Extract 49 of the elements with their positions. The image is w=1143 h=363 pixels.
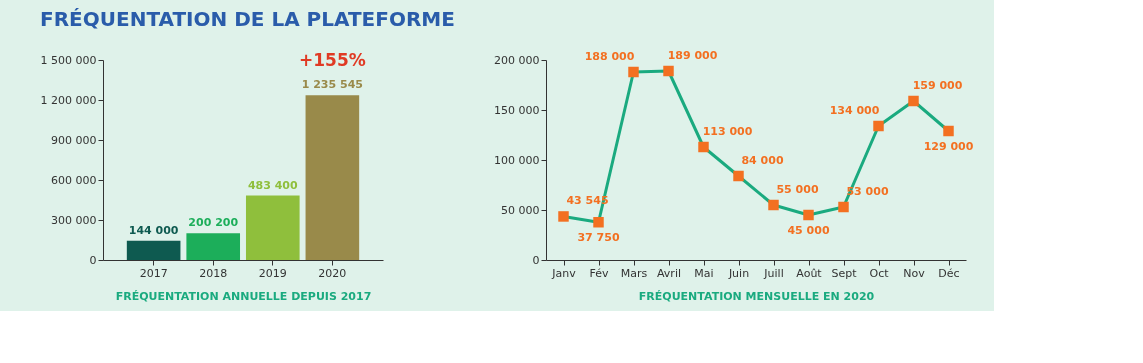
data-label: 188 000 [584,50,635,63]
bar [305,95,360,260]
data-label: 144 000 [128,223,179,237]
x-tick-label: 2017 [139,266,168,280]
y-tick-label: 150 000 [494,103,540,117]
y-tick-label: 0 [532,253,540,267]
y-tick-label: 900 000 [51,133,97,147]
x-tick-label: Sept [831,266,858,280]
bar [186,233,241,260]
data-label: 129 000 [923,140,974,153]
x-tick-label: Avril [656,266,682,280]
data-label: 483 400 [247,178,298,192]
data-label: 45 000 [787,224,830,237]
data-label: 55 000 [776,183,819,196]
data-label: 37 750 [577,231,620,245]
y-tick-label: 0 [89,253,97,267]
y-tick-label: 300 000 [51,213,97,227]
data-label: 84 000 [741,154,784,167]
x-tick-label: 2020 [318,266,347,280]
data-label: 113 000 [702,125,753,138]
y-tick-label: 1 200 000 [40,93,97,107]
data-label: 159 000 [912,79,963,92]
annotation: +155% [298,50,366,71]
x-tick-label: Mars [620,266,648,280]
x-tick-label: 2018 [199,266,228,280]
bar [126,240,181,260]
x-tick-label: 2019 [258,266,287,280]
chart-title: FRÉQUENTATION DE LA PLATEFORME [40,7,455,31]
data-label: 134 000 [829,104,880,117]
x-tick-label: Juin [727,266,750,280]
x-tick-label: Janv [551,266,577,280]
data-label: 1 235 545 [301,78,363,92]
x-axis-title: FRÉQUENTATION ANNUELLE DEPUIS 2017 [115,289,372,303]
data-label: 189 000 [667,49,718,62]
data-label: 200 200 [188,216,239,230]
x-tick-label: Oct [869,266,890,280]
x-tick-label: Fév [589,266,609,280]
x-axis-title: FRÉQUENTATION MENSUELLE EN 2020 [638,289,875,303]
y-tick-label: 50 000 [501,203,540,217]
x-tick-label: Juill [763,266,784,280]
x-tick-label: Déc [938,266,960,280]
y-tick-label: 1 500 000 [40,53,97,67]
y-tick-label: 100 000 [494,153,540,167]
x-tick-label: Nov [903,266,926,280]
y-tick-label: 600 000 [51,173,97,187]
bar [245,195,300,260]
x-tick-label: Août [796,266,823,280]
x-tick-label: Mai [694,266,714,280]
y-tick-label: 200 000 [494,53,540,67]
